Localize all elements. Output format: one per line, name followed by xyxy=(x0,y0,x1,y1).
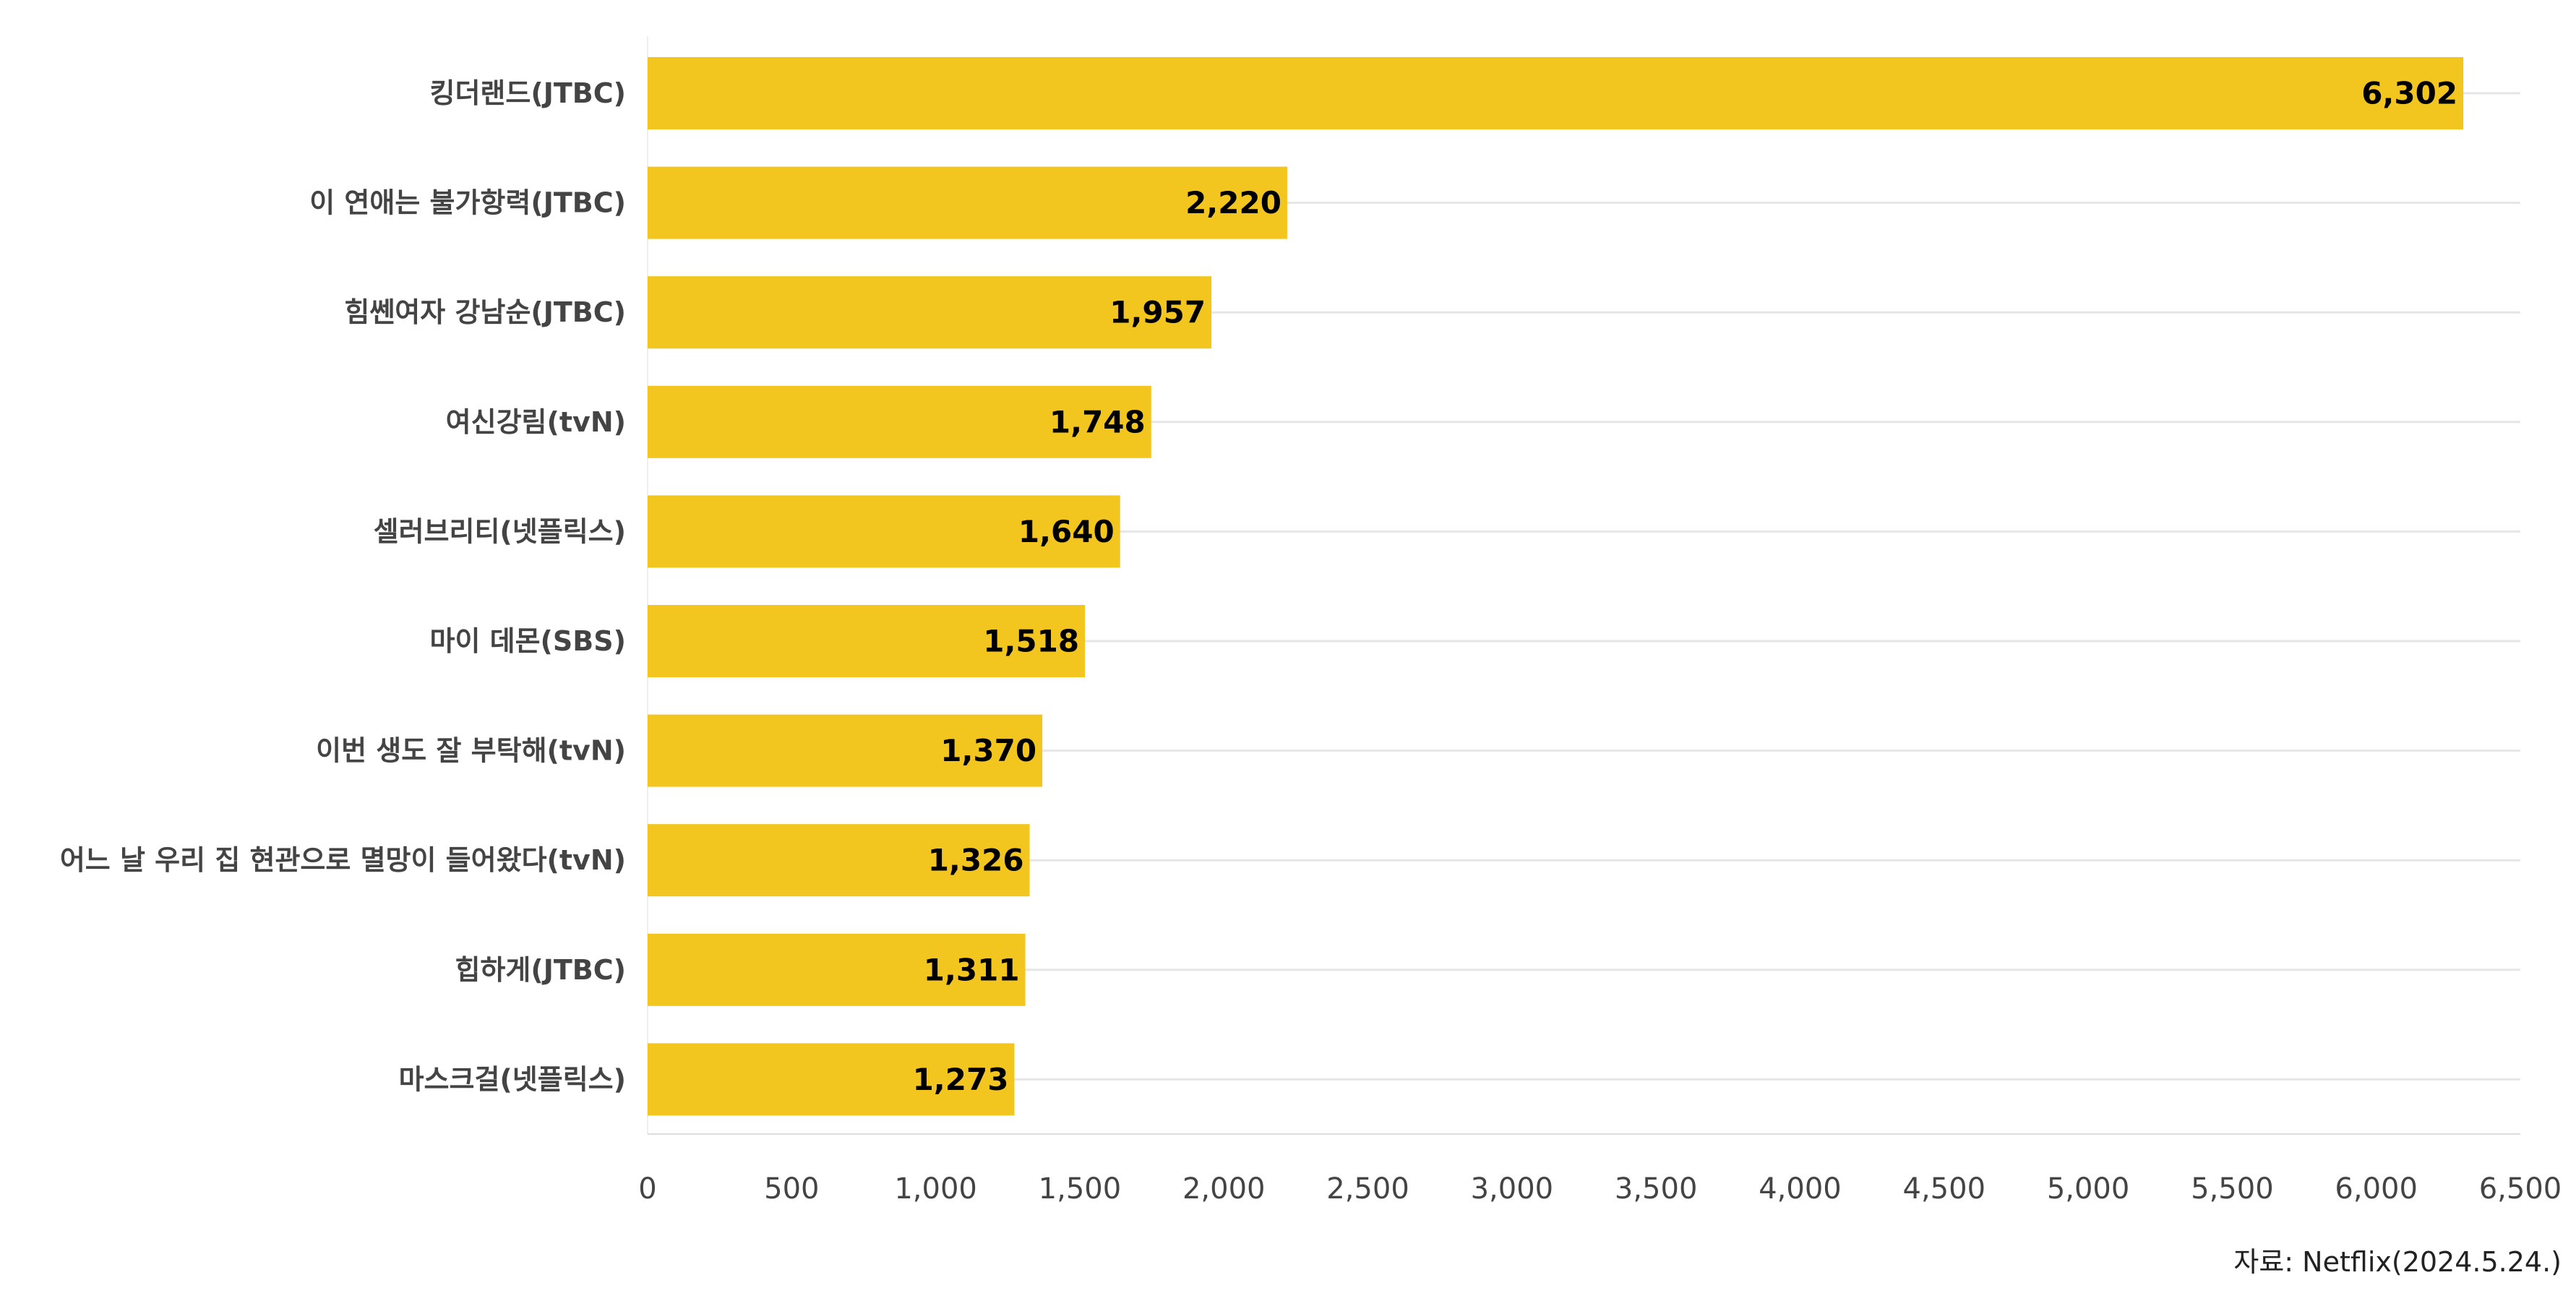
value-label: 1,273 xyxy=(913,1062,1009,1097)
value-label: 1,311 xyxy=(924,952,1020,987)
value-label: 1,748 xyxy=(1049,404,1146,439)
value-label: 1,326 xyxy=(928,843,1024,878)
bar xyxy=(648,933,1026,1006)
bar xyxy=(648,385,1151,458)
category-labels: 킹더랜드(JTBC) 이 연애는 불가항력(JTBC) 힘쎈여자 강남순(JTBC)… xyxy=(60,77,626,1095)
bar xyxy=(648,605,1086,677)
category-label: 이 연애는 불가항력(JTBC) xyxy=(309,187,626,219)
value-label: 2,220 xyxy=(1185,185,1281,220)
value-label: 1,957 xyxy=(1109,295,1206,330)
source-note: 자료: Netflix(2024.5.24.) xyxy=(2233,1246,2562,1278)
x-tick-label: 500 xyxy=(764,1172,819,1206)
x-tick-label: 3,000 xyxy=(1471,1172,1554,1206)
category-label: 이번 생도 잘 부탁해(tvN) xyxy=(316,735,626,767)
bar xyxy=(648,166,1287,239)
bar xyxy=(648,824,1030,897)
value-labels: 6,302 2,220 1,957 1,748 1,640 1,518 1,370 1,326… xyxy=(913,76,2457,1097)
bars xyxy=(648,57,2464,1116)
x-tick-label: 0 xyxy=(638,1172,656,1206)
bar xyxy=(648,57,2464,129)
x-tick-label: 1,500 xyxy=(1039,1172,1122,1206)
x-tick-label: 2,500 xyxy=(1326,1172,1409,1206)
bar xyxy=(648,495,1120,568)
x-tick-label: 4,000 xyxy=(1759,1172,1842,1206)
x-tick-label: 4,500 xyxy=(1903,1172,1986,1206)
x-tick-label: 5,000 xyxy=(2047,1172,2130,1206)
value-label: 6,302 xyxy=(2361,76,2457,111)
bar xyxy=(648,276,1212,349)
x-tick-label: 6,000 xyxy=(2335,1172,2418,1206)
x-tick-label: 2,000 xyxy=(1182,1172,1266,1206)
category-label: 어느 날 우리 집 현관으로 멸망이 들어왔다(tvN) xyxy=(60,844,626,876)
bar xyxy=(648,714,1043,787)
gridlines xyxy=(648,92,2520,1081)
value-label: 1,518 xyxy=(983,624,1079,659)
x-tick-label: 3,500 xyxy=(1615,1172,1698,1206)
category-label: 힙하게(JTBC) xyxy=(455,954,626,986)
x-tick-label: 1,000 xyxy=(894,1172,977,1206)
category-label: 킹더랜드(JTBC) xyxy=(430,77,627,109)
category-label: 마스크걸(넷플릭스) xyxy=(399,1063,626,1095)
value-label: 1,370 xyxy=(940,733,1036,768)
category-label: 마이 데몬(SBS) xyxy=(429,625,626,657)
x-tick-label: 6,500 xyxy=(2479,1172,2562,1206)
x-axis-tick-labels: 0 500 1,000 1,500 2,000 2,500 3,000 3,500 4,000 4… xyxy=(638,1172,2562,1206)
category-label: 여신강림(tvN) xyxy=(446,406,626,438)
category-label: 셀러브리티(넷플릭스) xyxy=(374,515,626,547)
value-label: 1,640 xyxy=(1018,514,1115,549)
x-tick-label: 5,500 xyxy=(2191,1172,2274,1206)
category-label: 힘쎈여자 강남순(JTBC) xyxy=(344,296,626,328)
bar xyxy=(648,1043,1015,1116)
